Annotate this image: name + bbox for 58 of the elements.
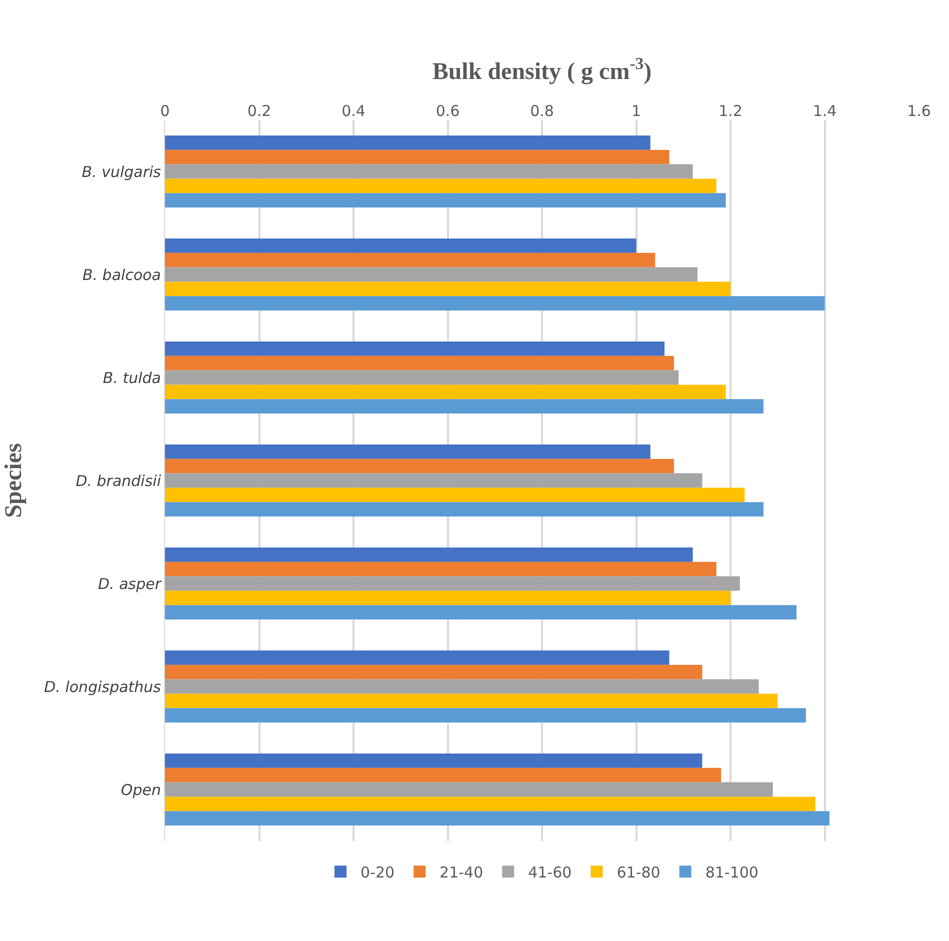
bar: [165, 708, 806, 723]
legend-label: 0-20: [360, 864, 395, 882]
y-axis-title: Species: [1, 443, 28, 518]
y-tick-label: B. tulda: [102, 368, 161, 387]
y-tick-label: B. balcooa: [82, 266, 161, 284]
x-tick-label: 1.6: [907, 102, 931, 120]
bar: [165, 150, 670, 164]
bar: [165, 576, 740, 591]
bar: [165, 370, 679, 385]
bar: [165, 664, 702, 680]
x-tick-label: 1.4: [812, 102, 837, 120]
legend-label: 41-60: [528, 864, 572, 882]
bar: [165, 135, 650, 150]
x-tick-label: 0.8: [530, 102, 554, 120]
bar: [165, 590, 730, 606]
bar: [165, 178, 716, 194]
bar: [165, 252, 656, 268]
x-tick-label: 1.2: [718, 102, 742, 120]
bar: [165, 605, 796, 620]
legend-label: 81-100: [705, 864, 758, 882]
bar: [165, 238, 636, 253]
bar: [165, 796, 816, 812]
x-tick-label: 0: [160, 102, 170, 120]
bar: [165, 679, 759, 694]
bar: [165, 502, 764, 517]
bar: [165, 694, 778, 708]
legend-label: 21-40: [440, 864, 484, 882]
bar: [165, 458, 674, 474]
x-tick-label: 1: [631, 102, 642, 120]
x-tick-label: 0.4: [342, 102, 366, 120]
x-tick-label: 0.6: [436, 102, 460, 120]
bar: [165, 650, 670, 665]
bar: [165, 341, 665, 356]
bar: [165, 782, 773, 797]
bar: [165, 164, 693, 179]
x-axis-title: Bulk density ( g cm$^{-3}$): [432, 54, 652, 86]
bar: [165, 753, 702, 768]
y-tick-label: D. longispathus: [44, 678, 162, 696]
bar: [165, 296, 825, 311]
bar: [165, 444, 650, 459]
bar: [165, 811, 830, 826]
legend-label: 61-80: [616, 864, 660, 882]
x-tick-label: 0.2: [247, 102, 272, 120]
y-tick-label: Open: [120, 780, 161, 799]
y-tick-label: D. brandisii: [76, 472, 162, 490]
bar: [165, 384, 726, 400]
bar: [165, 267, 698, 282]
bar: [165, 562, 716, 576]
bar: [165, 282, 730, 296]
y-tick-label: D. asper: [98, 574, 162, 593]
bar: [165, 488, 745, 502]
bar: [165, 399, 764, 414]
bar: [165, 356, 674, 370]
bar: [165, 473, 702, 488]
bar: [165, 547, 693, 562]
bar: [165, 768, 722, 782]
bar: [165, 193, 726, 208]
y-tick-label: B. vulgaris: [82, 162, 162, 181]
